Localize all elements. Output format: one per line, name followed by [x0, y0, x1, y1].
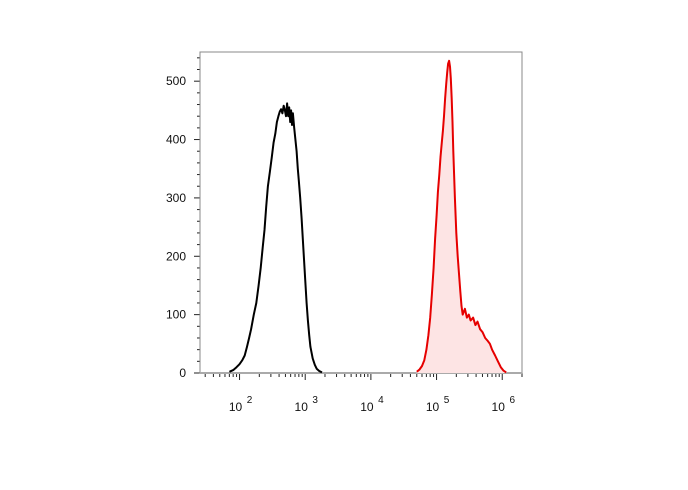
y-tick-label: 0 — [179, 366, 186, 380]
y-tick-label: 300 — [166, 191, 186, 205]
y-tick-label: 500 — [166, 74, 186, 88]
y-axis: 0 100 200 300 400 500 — [166, 57, 200, 380]
x-tick-base: 10 — [229, 400, 243, 414]
plot-area — [199, 51, 523, 374]
y-tick-label: 100 — [166, 308, 186, 322]
x-tick-exponent: 6 — [509, 395, 515, 406]
x-tick-exponent: 2 — [247, 395, 253, 406]
series-1-fill — [416, 60, 507, 374]
x-tick-base: 10 — [426, 400, 440, 414]
x-tick-exponent: 5 — [444, 395, 450, 406]
x-axis: 10 2 10 3 10 4 10 5 10 6 — [204, 373, 523, 414]
x-tick-label: 10 3 — [295, 395, 319, 414]
x-tick-label: 10 5 — [426, 395, 450, 414]
x-tick-label: 10 6 — [492, 395, 516, 414]
series-0-line — [228, 102, 323, 374]
x-tick-base: 10 — [295, 400, 309, 414]
x-tick-label: 10 2 — [229, 395, 253, 414]
y-tick-label: 400 — [166, 133, 186, 147]
x-tick-exponent: 3 — [312, 395, 318, 406]
x-tick-base: 10 — [492, 400, 506, 414]
series-1-line — [416, 59, 507, 374]
x-tick-base: 10 — [360, 400, 374, 414]
x-tick-label: 10 4 — [360, 395, 384, 414]
x-tick-exponent: 4 — [378, 395, 384, 406]
y-tick-label: 200 — [166, 249, 186, 263]
